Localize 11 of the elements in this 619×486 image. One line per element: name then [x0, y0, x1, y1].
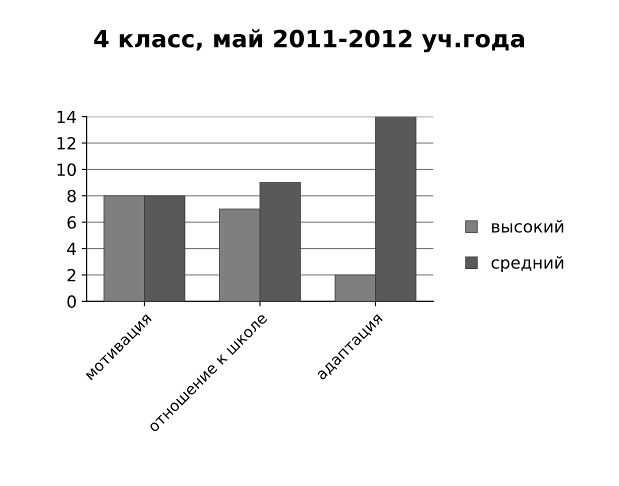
y-tick-label: 2 — [68, 268, 76, 282]
y-tick-label: 10 — [58, 163, 76, 176]
legend-label: средний — [492, 256, 564, 272]
y-tick-label: 8 — [67, 190, 76, 202]
y-tick-label: 14 — [58, 110, 76, 123]
y-tick-label: 0 — [67, 295, 76, 308]
legend-label: высокий — [492, 220, 564, 233]
chart-title: 4 класс, май 2011-2012 уч.года — [94, 29, 524, 52]
y-tick-label: 4 — [67, 242, 76, 255]
y-tick-label: 12 — [58, 136, 76, 150]
y-tick-label: 6 — [68, 216, 76, 229]
